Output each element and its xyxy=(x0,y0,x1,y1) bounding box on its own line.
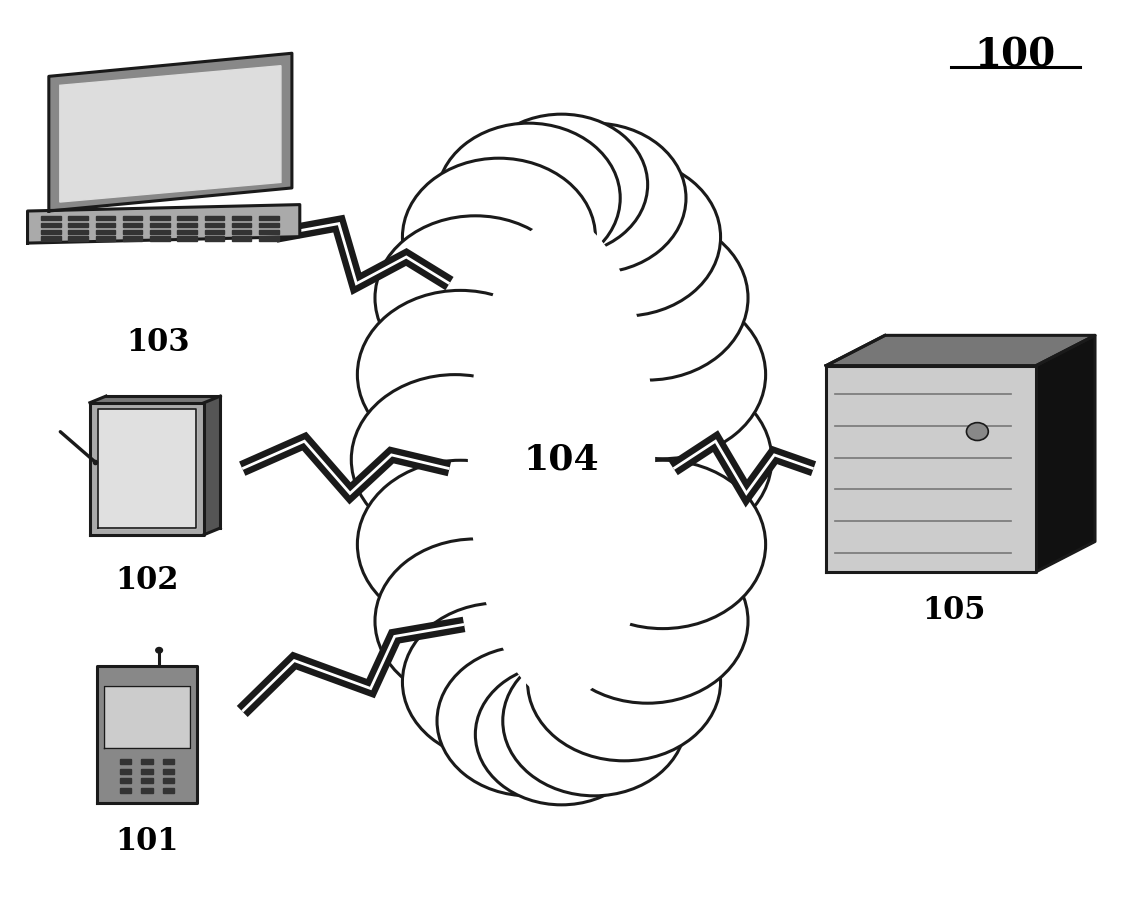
Polygon shape xyxy=(69,236,88,241)
Polygon shape xyxy=(163,778,174,784)
Polygon shape xyxy=(259,216,279,220)
Polygon shape xyxy=(141,768,153,774)
Polygon shape xyxy=(231,222,252,227)
Text: 104: 104 xyxy=(523,443,600,476)
Circle shape xyxy=(967,423,988,440)
Polygon shape xyxy=(177,236,197,241)
Circle shape xyxy=(559,460,766,629)
Polygon shape xyxy=(204,216,225,220)
Polygon shape xyxy=(69,222,88,227)
Circle shape xyxy=(402,158,595,316)
Polygon shape xyxy=(150,222,170,227)
Polygon shape xyxy=(119,778,131,784)
Polygon shape xyxy=(204,222,225,227)
Polygon shape xyxy=(141,778,153,784)
Polygon shape xyxy=(177,216,197,220)
Polygon shape xyxy=(98,409,197,528)
Text: 103: 103 xyxy=(127,326,190,357)
Polygon shape xyxy=(122,216,143,220)
Circle shape xyxy=(547,216,748,380)
Polygon shape xyxy=(177,230,197,233)
Polygon shape xyxy=(95,230,116,233)
Polygon shape xyxy=(122,222,143,227)
Polygon shape xyxy=(69,216,88,220)
Circle shape xyxy=(357,290,564,459)
Circle shape xyxy=(503,646,686,796)
Polygon shape xyxy=(141,788,153,793)
Circle shape xyxy=(547,539,748,703)
Polygon shape xyxy=(69,230,88,233)
Polygon shape xyxy=(42,230,61,233)
Polygon shape xyxy=(259,236,279,241)
Circle shape xyxy=(357,460,564,629)
Polygon shape xyxy=(150,230,170,233)
Polygon shape xyxy=(204,396,220,535)
Circle shape xyxy=(375,539,576,703)
Polygon shape xyxy=(468,218,655,701)
Polygon shape xyxy=(42,236,61,241)
Circle shape xyxy=(437,123,620,273)
Polygon shape xyxy=(95,222,116,227)
Polygon shape xyxy=(48,53,292,211)
Polygon shape xyxy=(122,230,143,233)
Polygon shape xyxy=(28,205,300,244)
Polygon shape xyxy=(104,686,190,748)
Circle shape xyxy=(528,603,721,761)
Circle shape xyxy=(375,216,576,380)
Circle shape xyxy=(475,114,648,255)
Polygon shape xyxy=(119,788,131,793)
Polygon shape xyxy=(259,230,279,233)
Polygon shape xyxy=(97,665,198,803)
Polygon shape xyxy=(231,236,252,241)
Circle shape xyxy=(351,375,559,544)
Circle shape xyxy=(559,290,766,459)
Polygon shape xyxy=(141,759,153,765)
Polygon shape xyxy=(119,768,131,774)
Polygon shape xyxy=(122,236,143,241)
Circle shape xyxy=(528,158,721,316)
Polygon shape xyxy=(204,230,225,233)
Polygon shape xyxy=(163,768,174,774)
Polygon shape xyxy=(177,222,197,227)
Circle shape xyxy=(503,123,686,273)
Polygon shape xyxy=(163,759,174,765)
Polygon shape xyxy=(204,236,225,241)
Circle shape xyxy=(475,664,648,805)
Polygon shape xyxy=(163,788,174,793)
Circle shape xyxy=(564,375,772,544)
Polygon shape xyxy=(231,230,252,233)
Polygon shape xyxy=(259,222,279,227)
Polygon shape xyxy=(119,759,131,765)
Text: 100: 100 xyxy=(975,36,1056,74)
Circle shape xyxy=(402,603,595,761)
Polygon shape xyxy=(60,65,281,202)
Text: 105: 105 xyxy=(922,596,985,626)
Polygon shape xyxy=(150,236,170,241)
Polygon shape xyxy=(95,236,116,241)
Polygon shape xyxy=(827,366,1037,572)
Circle shape xyxy=(156,648,163,653)
Polygon shape xyxy=(90,396,220,403)
Polygon shape xyxy=(1037,335,1095,572)
Polygon shape xyxy=(42,216,61,220)
Polygon shape xyxy=(42,222,61,227)
Polygon shape xyxy=(48,53,292,211)
Polygon shape xyxy=(827,335,1095,366)
Text: 102: 102 xyxy=(116,565,179,596)
Polygon shape xyxy=(95,216,116,220)
Polygon shape xyxy=(231,216,252,220)
Text: 101: 101 xyxy=(116,826,179,857)
Circle shape xyxy=(437,646,620,796)
Polygon shape xyxy=(90,403,204,535)
Polygon shape xyxy=(150,216,170,220)
